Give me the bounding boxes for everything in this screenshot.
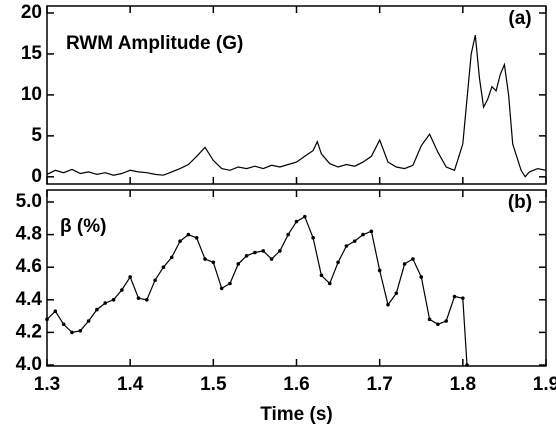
x-axis-label: Time (s) xyxy=(260,404,333,425)
data-point xyxy=(344,244,349,248)
data-point xyxy=(436,322,440,327)
y-tick-label: 10 xyxy=(21,84,42,105)
y-tick-label: 20 xyxy=(21,2,42,23)
data-point xyxy=(427,317,432,322)
data-point xyxy=(219,286,224,291)
data-point xyxy=(377,268,382,273)
x-tick-label: 1.3 xyxy=(34,374,60,395)
data-point xyxy=(269,257,274,261)
data-point xyxy=(136,296,141,300)
x-tick-label: 1.6 xyxy=(283,374,309,395)
y-tick-label: 15 xyxy=(21,43,43,64)
data-point xyxy=(103,301,108,305)
y-tick-label: 4.2 xyxy=(16,321,42,342)
data-point xyxy=(145,298,149,302)
y-tick-label: 4.4 xyxy=(16,289,43,310)
data-point xyxy=(203,257,207,261)
data-point xyxy=(461,296,465,300)
data-point xyxy=(444,319,449,323)
data-point xyxy=(244,253,249,258)
data-point xyxy=(95,307,99,312)
data-point xyxy=(411,257,415,261)
data-point xyxy=(261,249,266,253)
data-point xyxy=(278,249,282,253)
y-tick-label: 4.6 xyxy=(16,256,42,277)
data-point xyxy=(153,278,157,283)
data-point xyxy=(369,229,374,234)
data-point xyxy=(120,288,124,292)
data-point xyxy=(303,214,307,219)
data-point xyxy=(186,232,191,237)
data-point xyxy=(61,322,66,327)
data-point xyxy=(70,330,74,335)
data-point xyxy=(336,260,340,265)
y-tick-label: 5.0 xyxy=(16,191,42,212)
data-line xyxy=(46,215,468,366)
x-tick-label: 1.4 xyxy=(117,374,144,395)
panel-title: β (%) xyxy=(60,216,106,237)
data-point xyxy=(211,260,216,265)
y-tick-label: 4.8 xyxy=(16,224,42,245)
data-point xyxy=(327,281,332,286)
x-tick-label: 1.7 xyxy=(366,374,392,395)
panel-label: (b) xyxy=(508,192,532,213)
x-tick-label: 1.8 xyxy=(450,374,476,395)
data-point xyxy=(311,236,315,240)
data-point xyxy=(253,250,257,255)
x-tick-label: 1.9 xyxy=(533,374,556,395)
data-point xyxy=(194,236,199,240)
y-tick-label: 4.0 xyxy=(16,354,42,375)
data-point xyxy=(178,239,182,243)
data-point xyxy=(78,328,83,333)
y-tick-label: 5 xyxy=(31,125,42,146)
data-point xyxy=(465,363,469,367)
plot-frame xyxy=(46,189,547,367)
panel-label: (a) xyxy=(508,8,531,29)
data-point xyxy=(294,219,299,224)
data-point xyxy=(111,298,116,302)
data-point xyxy=(228,281,232,286)
data-point xyxy=(53,309,58,314)
data-point xyxy=(86,319,91,323)
data-point xyxy=(45,317,49,322)
data-point xyxy=(361,232,365,237)
data-point xyxy=(452,294,457,299)
data-point xyxy=(161,265,166,270)
data-point xyxy=(319,273,324,278)
data-line xyxy=(46,34,547,178)
data-point xyxy=(169,255,174,260)
data-point xyxy=(386,302,390,307)
data-point xyxy=(394,291,399,296)
x-tick-label: 1.5 xyxy=(200,374,227,395)
data-point xyxy=(128,275,132,279)
data-point xyxy=(402,262,407,266)
data-point xyxy=(352,239,357,243)
data-point xyxy=(236,262,241,266)
data-point xyxy=(419,275,424,279)
data-point xyxy=(286,232,290,237)
panel-title: RWM Amplitude (G) xyxy=(66,33,243,54)
y-tick-label: 0 xyxy=(31,166,42,187)
